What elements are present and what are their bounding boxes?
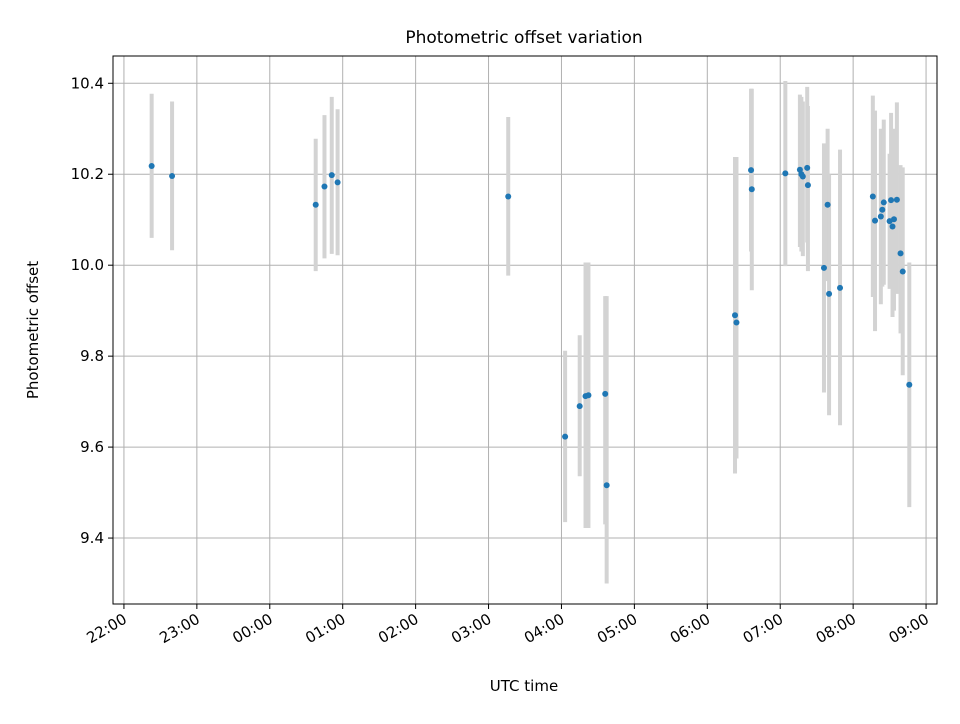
data-point — [169, 173, 176, 180]
data-point — [748, 167, 755, 174]
data-point — [893, 196, 900, 203]
data-point — [880, 199, 887, 206]
data-point — [148, 163, 155, 170]
y-tick-label: 9.8 — [80, 347, 104, 365]
data-point — [899, 268, 906, 275]
data-point — [877, 213, 884, 220]
chart-title: Photometric offset variation — [405, 28, 642, 48]
data-point — [897, 250, 904, 257]
data-point — [796, 166, 803, 173]
plot-frame — [112, 55, 938, 605]
data-point — [328, 172, 335, 179]
data-point — [603, 482, 610, 489]
point-layer — [148, 163, 913, 489]
data-point — [748, 186, 755, 193]
y-axis-label: Photometric offset — [24, 261, 42, 399]
data-point — [562, 433, 569, 440]
x-axis-label: UTC time — [490, 677, 558, 695]
y-axis-ticks: 9.4 9.6 9.8 10.0 10.2 10.4 — [71, 74, 113, 547]
data-point — [804, 182, 811, 189]
data-point — [872, 217, 879, 224]
y-tick-label: 10.0 — [71, 256, 104, 274]
y-tick-label: 9.4 — [80, 529, 104, 547]
data-point — [869, 193, 876, 200]
data-point — [826, 290, 833, 297]
grid-layer — [113, 56, 937, 604]
data-point — [602, 390, 609, 397]
data-point — [799, 173, 806, 180]
data-point — [889, 223, 896, 230]
data-point — [782, 170, 789, 177]
data-point — [820, 264, 827, 271]
data-point — [732, 312, 739, 319]
data-point — [585, 392, 592, 399]
data-point — [733, 319, 740, 326]
y-tick-label: 9.6 — [80, 438, 104, 456]
data-point — [879, 206, 886, 213]
y-tick-label: 10.2 — [71, 165, 104, 183]
data-point — [334, 179, 341, 186]
data-point — [321, 183, 328, 190]
data-point — [804, 164, 811, 171]
y-tick-label: 10.4 — [71, 74, 104, 92]
data-point — [505, 193, 512, 200]
data-point — [576, 403, 583, 410]
data-point — [837, 284, 844, 291]
data-point — [312, 201, 319, 208]
data-point — [824, 201, 831, 208]
data-point — [888, 197, 895, 204]
data-point — [890, 216, 897, 223]
data-point — [906, 381, 913, 388]
